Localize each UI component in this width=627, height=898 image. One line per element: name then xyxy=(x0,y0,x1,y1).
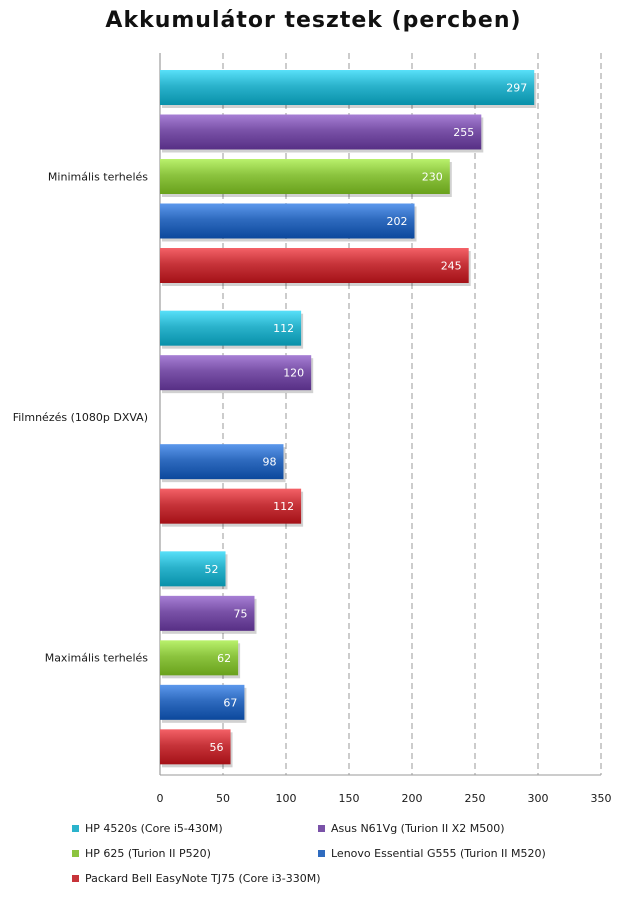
data-label: 62 xyxy=(217,652,231,665)
bar xyxy=(160,70,535,105)
data-label: 297 xyxy=(506,82,527,95)
chart-title: Akkumulátor tesztek (percben) xyxy=(105,8,522,33)
data-label: 202 xyxy=(387,215,408,228)
data-label: 120 xyxy=(283,367,304,380)
data-label: 75 xyxy=(234,607,248,620)
bar xyxy=(160,729,231,765)
bar xyxy=(160,203,415,239)
bar xyxy=(160,640,239,676)
data-label: 230 xyxy=(422,171,443,184)
bar xyxy=(160,248,469,283)
data-label: 245 xyxy=(441,260,462,273)
x-tick-label: 250 xyxy=(465,792,486,805)
bar xyxy=(160,488,302,524)
category-label: Minimális terhelés xyxy=(48,170,148,183)
bar xyxy=(160,114,482,150)
x-tick-label: 0 xyxy=(157,792,164,805)
data-label: 67 xyxy=(223,696,237,709)
data-label: 98 xyxy=(262,456,276,469)
bar xyxy=(160,684,245,720)
data-label: 112 xyxy=(273,500,294,513)
data-label: 112 xyxy=(273,322,294,335)
data-label: 52 xyxy=(205,563,219,576)
category-label: Maximális terhelés xyxy=(45,652,149,665)
bar xyxy=(160,159,450,194)
data-label: 255 xyxy=(453,126,474,139)
bar xyxy=(160,551,226,587)
x-tick-label: 300 xyxy=(528,792,549,805)
bar xyxy=(160,310,302,346)
bar xyxy=(160,355,312,391)
x-tick-label: 200 xyxy=(402,792,423,805)
category-label: Filmnézés (1080p DXVA) xyxy=(13,411,148,424)
x-tick-label: 50 xyxy=(216,792,230,805)
x-tick-label: 100 xyxy=(276,792,297,805)
x-tick-label: 150 xyxy=(339,792,360,805)
bars xyxy=(160,70,537,768)
bar xyxy=(160,444,284,480)
labels: 0 50 100 150 200 250 300 350 Minimális terhelés 2… xyxy=(13,82,612,806)
bar xyxy=(160,595,255,631)
data-label: 56 xyxy=(210,741,224,754)
x-tick-label: 350 xyxy=(591,792,612,805)
